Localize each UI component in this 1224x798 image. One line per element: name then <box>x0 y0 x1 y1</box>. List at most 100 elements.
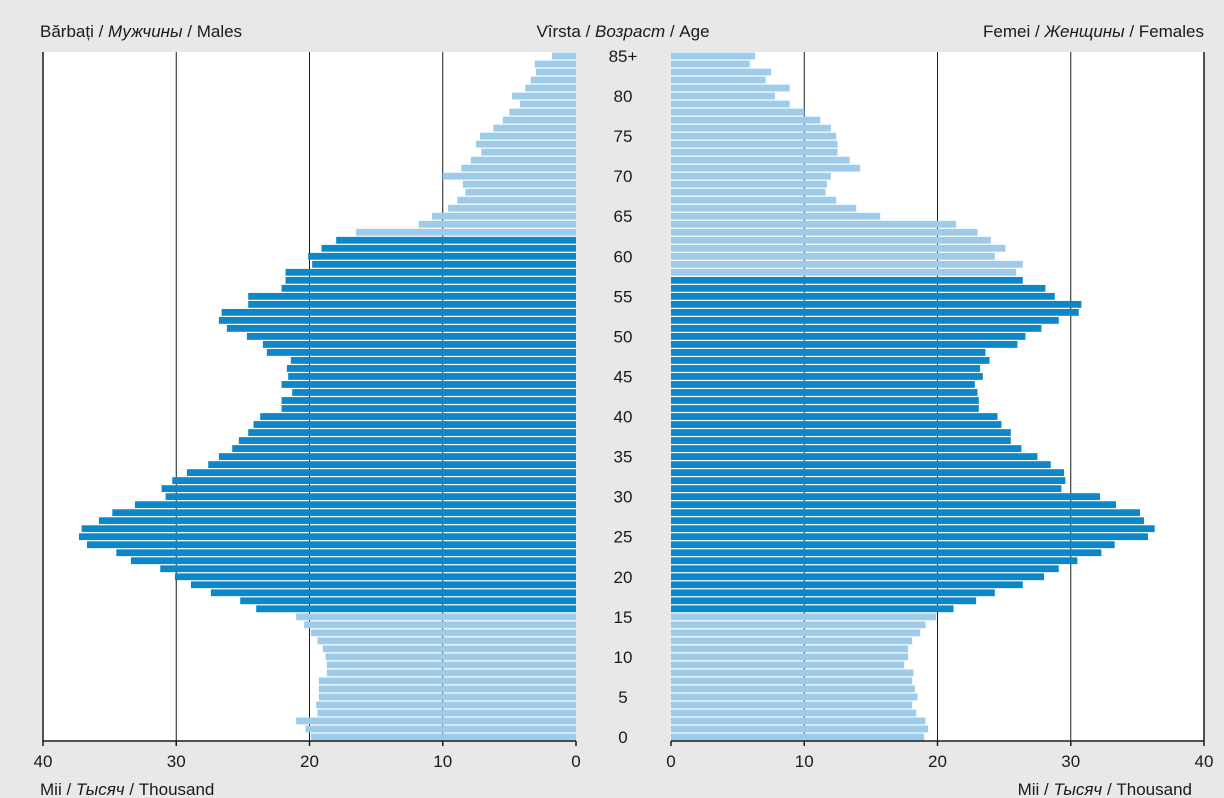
bar-male-age-25 <box>78 533 576 541</box>
bar-female-age-71 <box>671 164 861 172</box>
bar-female-age-15 <box>671 613 937 621</box>
bar-female-age-20 <box>671 573 1045 581</box>
bar-female-age-27 <box>671 517 1145 525</box>
bar-male-age-11 <box>322 645 576 653</box>
bar-male-age-71 <box>461 164 576 172</box>
bar-female-age-4 <box>671 701 913 709</box>
bar-female-age-51 <box>671 324 1042 332</box>
bar-male-age-85 <box>552 52 576 60</box>
bar-female-age-84 <box>671 60 750 68</box>
bar-male-age-30 <box>165 493 576 501</box>
bar-female-age-68 <box>671 188 826 196</box>
bar-female-age-79 <box>671 100 790 108</box>
bar-male-age-35 <box>218 453 576 460</box>
bar-female-age-39 <box>671 421 1002 428</box>
bar-male-age-34 <box>208 461 577 469</box>
bar-male-age-22 <box>130 557 576 565</box>
bar-male-age-45 <box>288 373 576 380</box>
bar-male-age-55 <box>248 292 576 300</box>
bar-female-age-78 <box>671 108 805 116</box>
bar-male-age-28 <box>112 509 576 517</box>
bar-female-age-67 <box>671 196 837 204</box>
bar-female-age-45 <box>671 373 983 380</box>
bar-male-age-29 <box>134 501 576 509</box>
bar-female-age-80 <box>671 92 775 100</box>
bar-male-age-1 <box>305 725 576 733</box>
tick-label-right-40: 40 <box>1195 752 1214 771</box>
bar-male-age-53 <box>221 308 576 316</box>
age-label-40: 40 <box>614 408 633 427</box>
bar-male-age-16 <box>256 605 576 613</box>
bar-female-age-74 <box>671 140 838 148</box>
bar-male-age-84 <box>534 60 576 68</box>
age-label-0: 0 <box>618 728 627 747</box>
bar-male-age-72 <box>470 156 576 164</box>
bar-female-age-32 <box>671 477 1066 485</box>
bar-female-age-23 <box>671 549 1102 557</box>
bar-male-age-32 <box>172 477 576 485</box>
bar-male-age-0 <box>310 733 576 741</box>
bar-female-age-11 <box>671 645 909 653</box>
bar-female-age-36 <box>671 445 1022 452</box>
bar-female-age-64 <box>671 220 957 228</box>
bar-male-age-64 <box>418 220 576 228</box>
tick-label-left-0: 0 <box>571 752 580 771</box>
bar-male-age-62 <box>336 236 576 244</box>
age-label-25: 25 <box>614 528 633 547</box>
bar-male-age-75 <box>480 132 576 140</box>
bar-female-age-16 <box>671 605 954 613</box>
bar-male-age-41 <box>281 405 576 412</box>
age-labels: 0 5 10 15 20 25 30 35 40 45 50 55 60 65 70 75 80 85+ <box>609 47 638 747</box>
header-age: Vîrsta / Возраст / Age <box>536 22 709 41</box>
bar-male-age-27 <box>98 517 576 525</box>
bar-female-age-72 <box>671 156 850 164</box>
bar-male-age-5 <box>318 693 576 701</box>
bar-female-age-19 <box>671 581 1023 589</box>
bar-male-age-77 <box>502 116 576 124</box>
bar-male-age-31 <box>161 485 576 493</box>
bar-male-age-68 <box>465 188 576 196</box>
age-label-60: 60 <box>614 247 633 266</box>
bar-female-age-9 <box>671 661 905 669</box>
bar-female-age-52 <box>671 316 1059 324</box>
bar-female-age-6 <box>671 685 915 693</box>
bar-male-age-9 <box>326 661 576 669</box>
age-label-45: 45 <box>614 367 633 386</box>
bar-male-age-24 <box>86 541 576 549</box>
bar-male-age-70 <box>442 172 576 180</box>
bar-female-age-46 <box>671 365 981 372</box>
bar-female-age-54 <box>671 300 1082 308</box>
bar-female-age-35 <box>671 453 1038 460</box>
bar-female-age-50 <box>671 333 1026 340</box>
bar-female-age-76 <box>671 124 831 132</box>
bar-female-age-3 <box>671 709 917 717</box>
bar-female-age-65 <box>671 212 881 220</box>
bar-male-age-66 <box>448 204 576 212</box>
bar-female-age-5 <box>671 693 918 701</box>
bar-male-age-49 <box>262 341 576 348</box>
age-label-55: 55 <box>614 287 633 306</box>
bar-male-age-69 <box>462 180 576 188</box>
bar-female-age-62 <box>671 236 991 244</box>
bar-female-age-26 <box>671 525 1155 533</box>
bar-female-age-22 <box>671 557 1078 565</box>
axes <box>42 52 1205 746</box>
bar-female-age-60 <box>671 252 995 260</box>
bar-female-age-43 <box>671 389 978 396</box>
bar-female-age-1 <box>671 725 929 733</box>
bar-male-age-73 <box>481 148 576 156</box>
bar-female-age-24 <box>671 541 1115 549</box>
bar-female-age-13 <box>671 629 921 637</box>
bar-female-age-28 <box>671 509 1141 517</box>
bar-male-age-13 <box>310 629 576 637</box>
bar-female-age-55 <box>671 292 1055 300</box>
bar-female-age-18 <box>671 589 995 597</box>
bar-male-age-40 <box>260 413 576 420</box>
bar-female-age-75 <box>671 132 837 140</box>
bar-female-age-47 <box>671 357 990 364</box>
age-label-15: 15 <box>614 608 633 627</box>
bars <box>78 52 1155 741</box>
bar-female-age-59 <box>671 260 1023 268</box>
bar-female-age-29 <box>671 501 1117 509</box>
bar-male-age-8 <box>326 669 576 677</box>
